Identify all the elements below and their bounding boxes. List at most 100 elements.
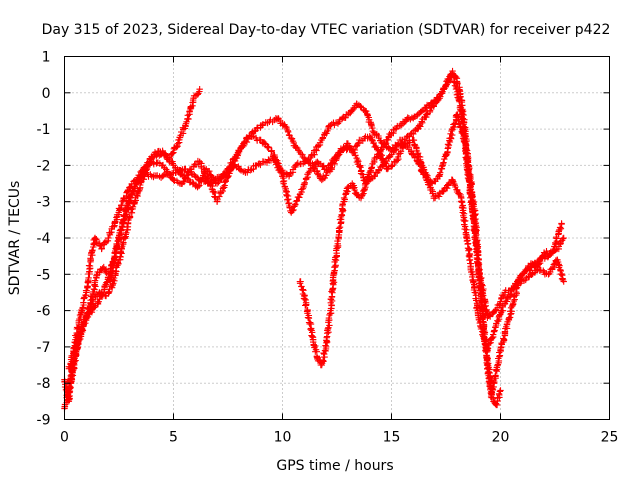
data-point-trail	[555, 235, 567, 253]
data-point-trail	[415, 108, 425, 117]
data-point-trail	[177, 171, 191, 182]
data-point	[196, 85, 203, 93]
data-point-trail	[94, 265, 106, 276]
x-tick-label: 5	[169, 430, 178, 446]
data-point-trail	[493, 300, 509, 327]
axis-ticks: 0 5 10 15 20 25 -9 -8 -7 -6 -5 -4 -3 -2 -1 0 1	[37, 50, 619, 446]
data-point-trail	[328, 119, 342, 129]
data-point-trail	[297, 171, 311, 198]
data-point-trail	[502, 285, 517, 305]
data-point-trail	[466, 257, 482, 319]
data-point-trail	[328, 152, 342, 173]
data-point-trail	[82, 257, 94, 294]
data-point-trail	[424, 102, 437, 117]
y-tick-label: 1	[42, 50, 51, 66]
data-point-trail	[305, 315, 317, 341]
data-point-trail	[268, 147, 286, 180]
data-point-trail	[166, 143, 181, 161]
data-point	[558, 220, 565, 227]
data-point	[248, 129, 256, 136]
data-point-trail	[159, 161, 176, 182]
data-point-trail	[215, 170, 228, 186]
data-point-trail	[353, 191, 363, 201]
data-point-trail	[480, 319, 492, 372]
data-point-trail	[415, 160, 430, 182]
data-point-trail	[300, 295, 312, 321]
data-point-trail	[78, 291, 90, 314]
data-point-trail	[449, 178, 465, 200]
data-point-trail	[444, 112, 460, 149]
data-point-trail	[335, 200, 347, 234]
data-point-trail	[309, 336, 321, 361]
data-point-trail	[436, 145, 451, 179]
y-tick-label: -6	[37, 304, 51, 320]
data-point-trail	[288, 193, 303, 215]
data-point-trail	[98, 276, 112, 298]
data-point-trail	[361, 171, 372, 189]
data-point-trail	[223, 155, 237, 174]
data-point-trail	[345, 102, 359, 117]
data-point-trail	[458, 97, 469, 139]
data-point	[488, 394, 495, 401]
data-point-trail	[415, 113, 430, 132]
chart-title: Day 315 of 2023, Sidereal Day-to-day VTE…	[42, 22, 611, 38]
data-point-trail	[327, 264, 338, 312]
grid-lines	[64, 56, 610, 420]
data-point-trail	[109, 259, 122, 288]
data-point-trail	[188, 157, 202, 173]
y-tick-label: -1	[37, 122, 51, 138]
data-point	[510, 285, 517, 293]
y-tick-label: 0	[42, 86, 51, 102]
data-point-trail	[144, 153, 156, 166]
data-point-trail	[92, 236, 104, 250]
data-point-trail	[129, 189, 142, 213]
y-tick-label: -9	[37, 413, 51, 429]
data-point-trail	[511, 271, 526, 291]
data-point-trail	[131, 173, 144, 191]
data-point-trail	[497, 315, 513, 353]
data-point	[560, 234, 567, 242]
data-point-trail	[292, 143, 306, 161]
data-point-trail	[493, 388, 504, 409]
data-point-trail	[184, 99, 197, 123]
data-point-trail	[122, 206, 136, 238]
data-point-trail	[393, 122, 403, 132]
series-track-4	[65, 115, 567, 372]
data-point-trail	[458, 198, 473, 261]
data-point-trail	[284, 127, 299, 149]
data-point-trail	[346, 142, 359, 159]
data-point-trail	[371, 163, 386, 180]
y-axis-label: SDTVAR / TECUs	[7, 181, 23, 296]
x-tick-label: 20	[492, 430, 510, 446]
data-point-trail	[420, 104, 430, 114]
data-point-trail	[433, 94, 442, 104]
data-point-trail	[411, 112, 421, 120]
data-point-trail	[293, 159, 307, 168]
data-point-trail	[111, 227, 125, 257]
data-point-trail	[371, 130, 385, 146]
data-point-trail	[363, 108, 378, 136]
data-point	[170, 176, 177, 184]
data-point-trail	[380, 152, 394, 168]
data-point-trail	[175, 120, 190, 146]
data-point-trail	[398, 140, 411, 150]
data-point	[305, 169, 312, 176]
data-point-trail	[118, 184, 133, 209]
data-series	[61, 67, 567, 412]
series-track-5	[296, 71, 504, 409]
data-point-trail	[151, 147, 164, 158]
data-point-trail	[390, 126, 398, 137]
data-point-trail	[466, 186, 478, 225]
data-point-trail	[116, 233, 129, 263]
data-point-trail	[450, 72, 460, 81]
data-point	[91, 234, 99, 242]
data-point	[418, 107, 426, 115]
x-tick-label: 10	[274, 430, 292, 446]
data-point-trail	[139, 163, 150, 178]
data-point-trail	[474, 266, 487, 323]
data-point-trail	[402, 114, 411, 125]
data-point-trail	[340, 185, 351, 205]
data-point-trail	[492, 291, 508, 313]
data-point-trail	[214, 173, 231, 203]
